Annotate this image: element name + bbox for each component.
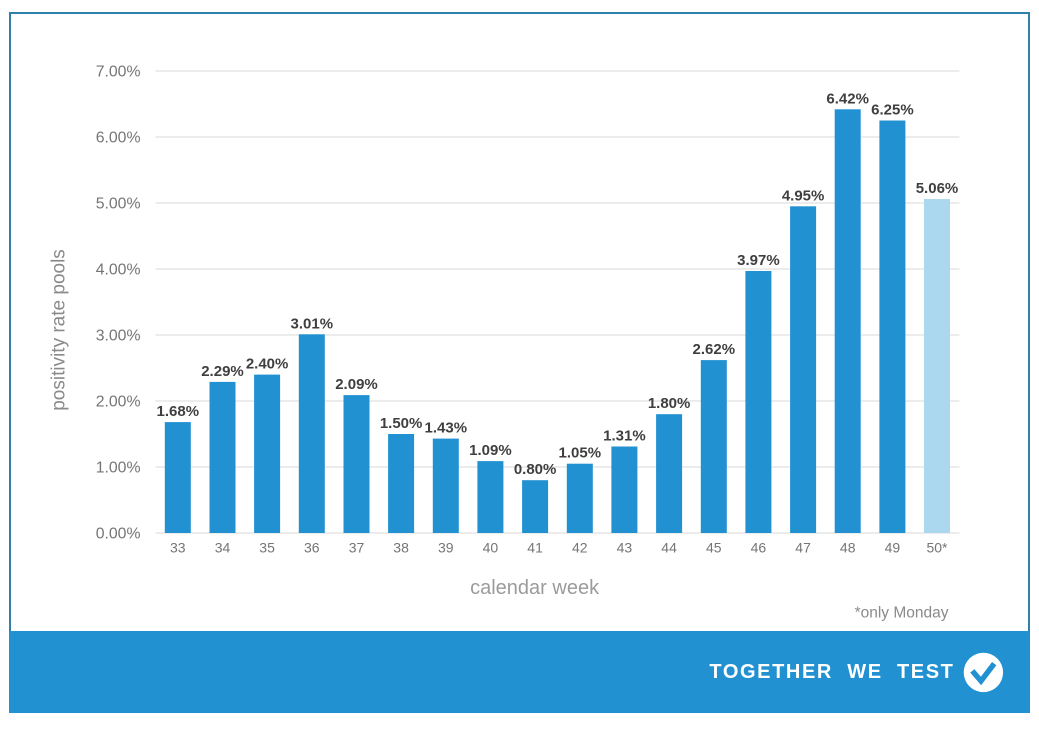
svg-text:6.00%: 6.00%: [96, 130, 141, 147]
svg-text:1.05%: 1.05%: [559, 445, 602, 462]
svg-text:0.00%: 0.00%: [96, 526, 141, 543]
svg-text:2.62%: 2.62%: [693, 341, 736, 358]
svg-text:36: 36: [304, 540, 320, 556]
svg-text:2.00%: 2.00%: [96, 394, 141, 411]
svg-text:5.06%: 5.06%: [916, 180, 959, 197]
svg-text:45: 45: [706, 540, 722, 556]
svg-text:2.40%: 2.40%: [246, 356, 289, 373]
svg-text:40: 40: [483, 540, 499, 556]
svg-text:38: 38: [393, 540, 409, 556]
svg-text:2.09%: 2.09%: [335, 376, 378, 393]
svg-text:44: 44: [661, 540, 677, 556]
svg-text:50*: 50*: [926, 540, 948, 556]
svg-text:6.42%: 6.42%: [826, 90, 869, 107]
svg-text:49: 49: [885, 540, 901, 556]
svg-text:5.00%: 5.00%: [96, 196, 141, 213]
svg-text:1.80%: 1.80%: [648, 395, 691, 412]
svg-text:1.68%: 1.68%: [157, 403, 200, 420]
svg-text:7.00%: 7.00%: [96, 64, 141, 81]
svg-text:calendar week: calendar week: [470, 577, 600, 599]
svg-text:1.50%: 1.50%: [380, 415, 423, 432]
svg-text:4.95%: 4.95%: [782, 187, 825, 204]
svg-text:37: 37: [349, 540, 365, 556]
svg-text:3.97%: 3.97%: [737, 252, 780, 269]
svg-text:*only Monday: *only Monday: [855, 605, 949, 622]
svg-text:39: 39: [438, 540, 454, 556]
svg-text:0.80%: 0.80%: [514, 461, 557, 478]
svg-text:1.31%: 1.31%: [603, 428, 646, 445]
svg-text:35: 35: [259, 540, 275, 556]
svg-text:2.29%: 2.29%: [201, 363, 244, 380]
svg-text:1.09%: 1.09%: [469, 442, 512, 459]
svg-text:33: 33: [170, 540, 186, 556]
svg-text:positivity rate pools: positivity rate pools: [49, 249, 70, 411]
svg-text:48: 48: [840, 540, 856, 556]
svg-text:1.43%: 1.43%: [425, 420, 468, 437]
svg-text:46: 46: [751, 540, 767, 556]
svg-text:47: 47: [795, 540, 811, 556]
svg-text:34: 34: [215, 540, 231, 556]
svg-text:1.00%: 1.00%: [96, 460, 141, 477]
svg-text:6.25%: 6.25%: [871, 102, 914, 119]
svg-text:41: 41: [527, 540, 543, 556]
svg-text:42: 42: [572, 540, 588, 556]
svg-text:3.00%: 3.00%: [96, 328, 141, 345]
svg-text:43: 43: [617, 540, 633, 556]
svg-text:4.00%: 4.00%: [96, 262, 141, 279]
svg-text:3.01%: 3.01%: [291, 315, 334, 332]
